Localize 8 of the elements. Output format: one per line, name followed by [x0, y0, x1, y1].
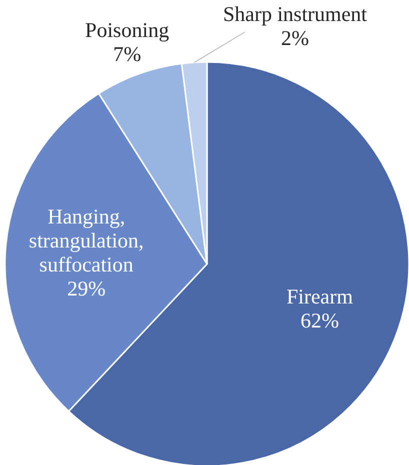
slice-label: Sharp instrument [222, 2, 368, 26]
data-label: 2% [281, 26, 309, 50]
slice-label: Firearm [286, 284, 353, 309]
data-label: 62% [300, 308, 339, 333]
data-label: 29% [67, 276, 106, 301]
data-label: 7% [113, 42, 142, 66]
slice-label: Poisoning [85, 18, 170, 42]
slice-label: Hanging, strangulation, suffocation [28, 204, 144, 277]
